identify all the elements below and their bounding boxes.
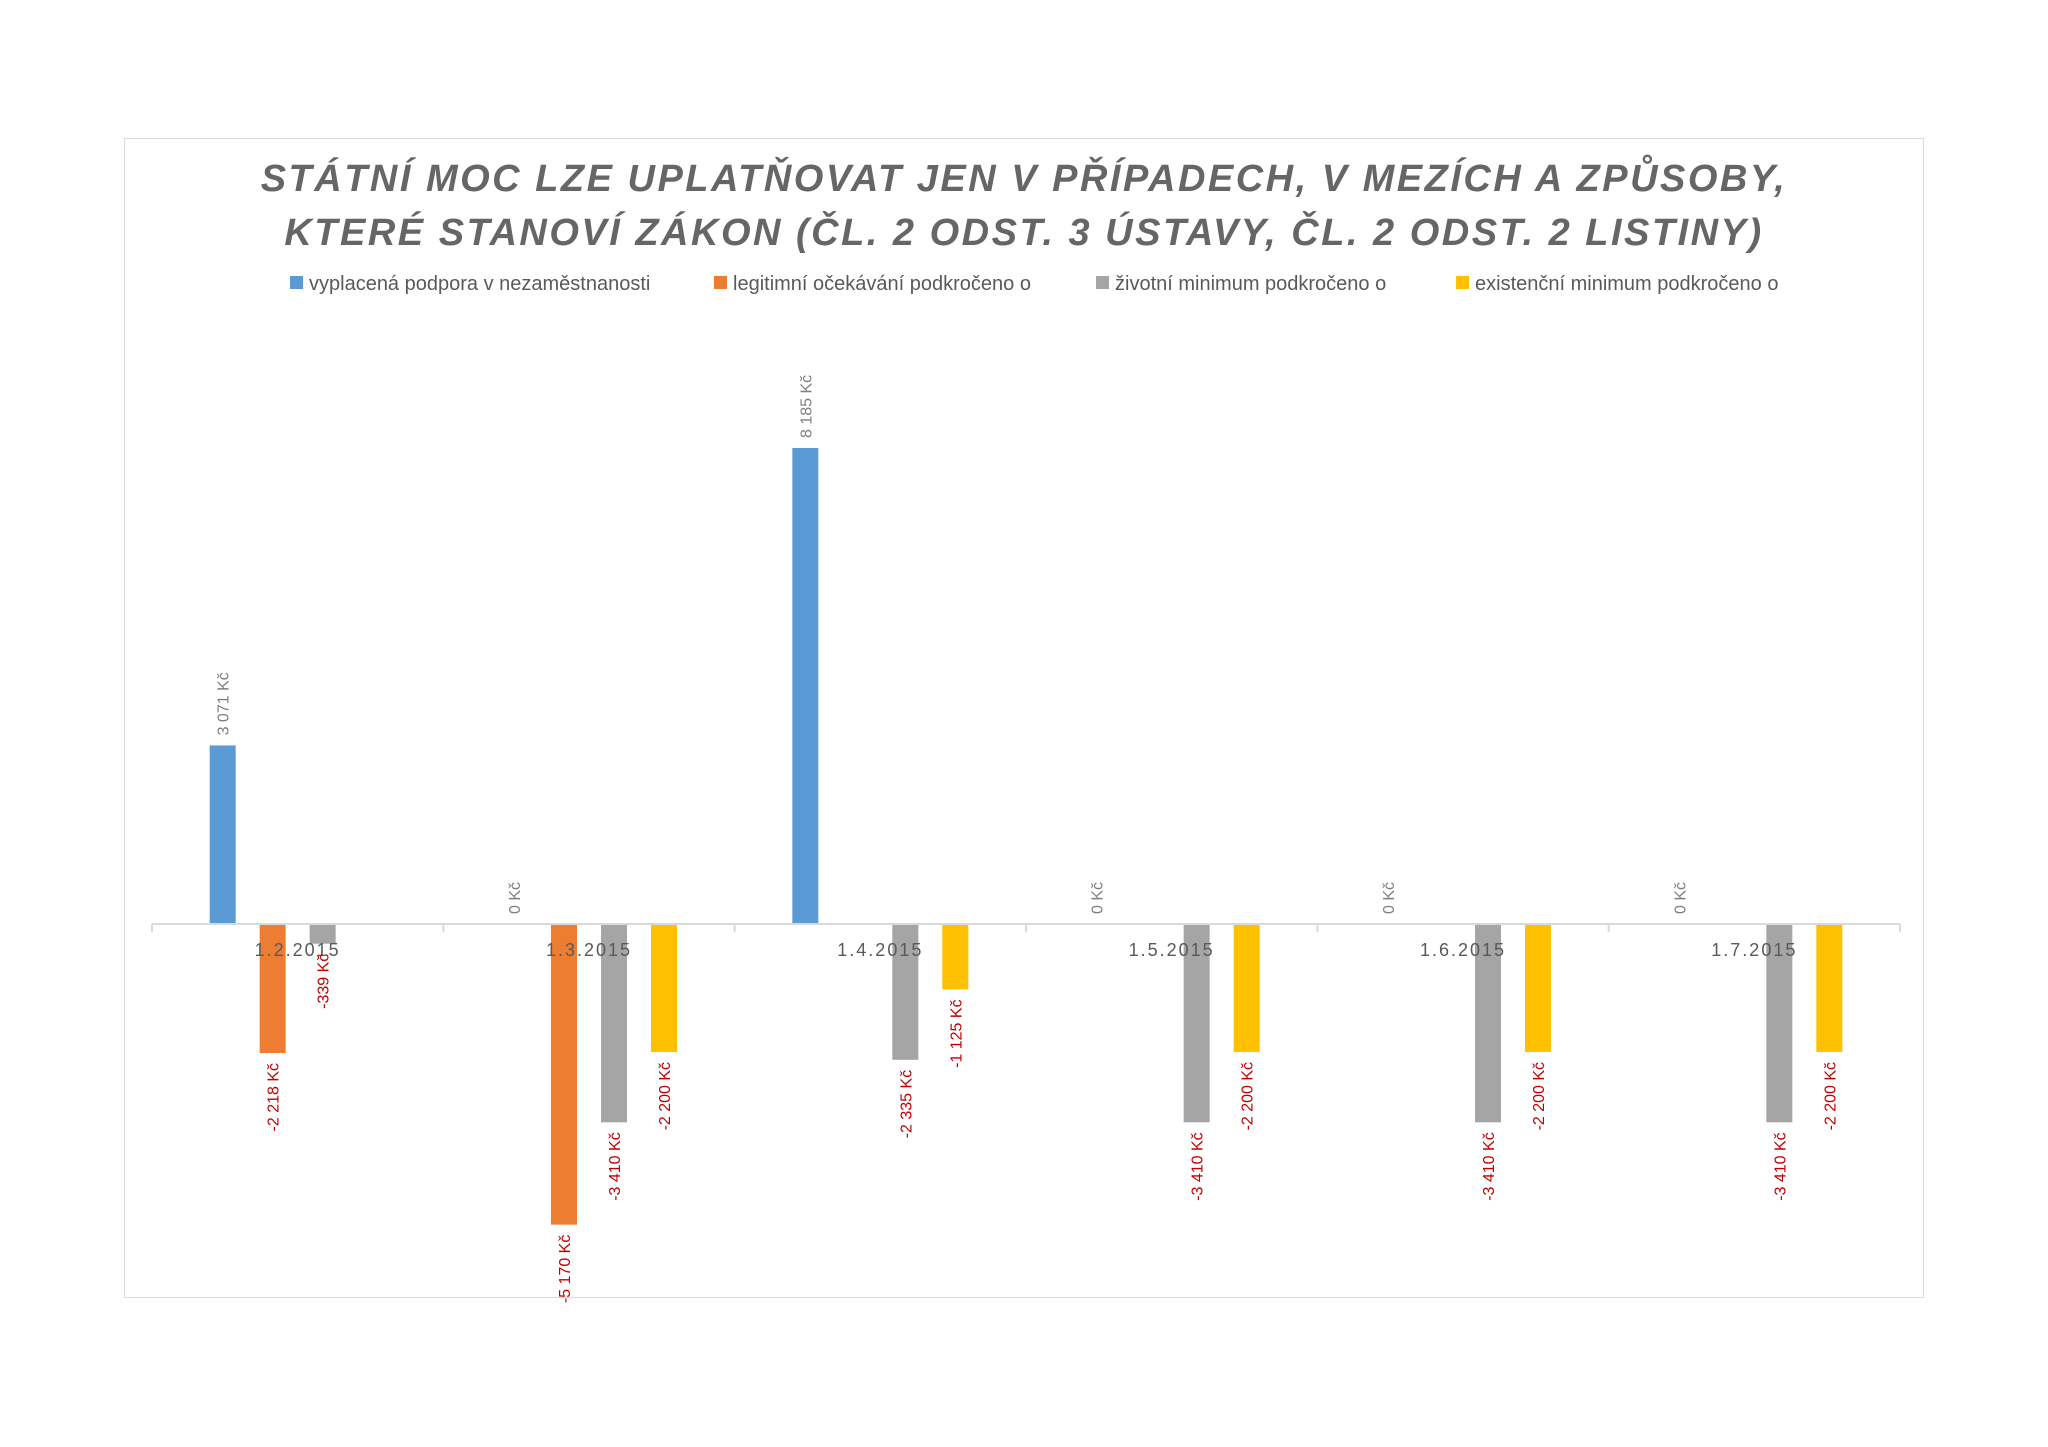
chart-title-line-2: KTERÉ STANOVÍ ZÁKON (ČL. 2 ODST. 3 ÚSTAV… bbox=[284, 212, 1764, 254]
data-label: 3 071 Kč bbox=[216, 672, 233, 735]
bar bbox=[309, 924, 336, 944]
legend-label: životní minimum podkročeno o bbox=[1115, 273, 1386, 295]
legend-item: vyplacená podpora v nezaměstnanosti bbox=[290, 273, 650, 295]
x-axis: 1.2.2015 1.3.2015 1.4.2015 1.5.2015 1.6.2015… bbox=[151, 923, 1901, 960]
data-label: -2 200 Kč bbox=[1822, 1062, 1839, 1130]
x-tick-label: 1.2.2015 bbox=[255, 940, 341, 960]
chart-title: STÁTNÍ MOC LZE UPLATŇOVAT JEN V PŘÍPADEC… bbox=[124, 152, 1924, 260]
data-label: -2 335 Kč bbox=[898, 1070, 915, 1138]
data-label: -1 125 Kč bbox=[948, 999, 965, 1067]
bars bbox=[209, 448, 1843, 1225]
legend-swatch bbox=[290, 276, 303, 289]
x-tick-label: 1.4.2015 bbox=[837, 940, 923, 960]
legend-swatch bbox=[1456, 276, 1469, 289]
bar bbox=[1525, 924, 1551, 1052]
data-label: 0 Kč bbox=[1672, 882, 1689, 914]
bar bbox=[1233, 924, 1260, 1052]
data-label: -2 218 Kč bbox=[266, 1063, 283, 1131]
legend-swatch bbox=[714, 276, 727, 289]
chart-title-line-1: STÁTNÍ MOC LZE UPLATŇOVAT JEN V PŘÍPADEC… bbox=[260, 158, 1788, 200]
bar bbox=[209, 745, 236, 924]
data-label: -2 200 Kč bbox=[1240, 1062, 1257, 1130]
legend-label: existenční minimum podkročeno o bbox=[1475, 273, 1778, 295]
bar bbox=[892, 924, 919, 1060]
x-tick-label: 1.7.2015 bbox=[1711, 940, 1797, 960]
data-label: -2 200 Kč bbox=[657, 1062, 674, 1130]
legend-swatch bbox=[1096, 276, 1109, 289]
legend-label: vyplacená podpora v nezaměstnanosti bbox=[309, 273, 650, 295]
data-label: 8 185 Kč bbox=[798, 375, 815, 438]
legend-item: existenční minimum podkročeno o bbox=[1456, 273, 1778, 295]
bar bbox=[942, 924, 969, 990]
data-label: -3 410 Kč bbox=[1190, 1132, 1207, 1200]
legend-label: legitimní očekávání podkročeno o bbox=[733, 273, 1031, 295]
data-label: -339 Kč bbox=[316, 954, 333, 1009]
data-label: 0 Kč bbox=[1381, 882, 1398, 914]
bar bbox=[792, 448, 819, 924]
legend: vyplacená podpora v nezaměstnanosti legit… bbox=[290, 273, 1778, 295]
x-tick-label: 1.6.2015 bbox=[1420, 940, 1506, 960]
data-label: -3 410 Kč bbox=[1481, 1132, 1498, 1200]
data-labels: 3 071 Kč -2 218 Kč -339 Kč 0 Kč -5 170 Kč -3 … bbox=[216, 375, 1840, 1303]
bar bbox=[259, 924, 286, 1053]
data-label: -3 410 Kč bbox=[1772, 1132, 1789, 1200]
legend-item: legitimní očekávání podkročeno o bbox=[714, 273, 1031, 295]
data-label: -5 170 Kč bbox=[557, 1235, 574, 1303]
bar bbox=[651, 924, 677, 1052]
bar bbox=[1816, 924, 1843, 1052]
bar bbox=[551, 924, 577, 1225]
x-tick-label: 1.3.2015 bbox=[546, 940, 632, 960]
data-label: 0 Kč bbox=[1090, 882, 1107, 914]
data-label: -2 200 Kč bbox=[1531, 1062, 1548, 1130]
chart-frame bbox=[124, 138, 1924, 1298]
legend-item: životní minimum podkročeno o bbox=[1096, 273, 1386, 295]
x-tick-label: 1.5.2015 bbox=[1129, 940, 1215, 960]
bar bbox=[601, 924, 627, 1123]
bar bbox=[1766, 924, 1793, 1123]
data-label: 0 Kč bbox=[507, 882, 524, 914]
data-label: -3 410 Kč bbox=[607, 1132, 624, 1200]
bar bbox=[1183, 924, 1210, 1123]
bar bbox=[1475, 924, 1501, 1123]
